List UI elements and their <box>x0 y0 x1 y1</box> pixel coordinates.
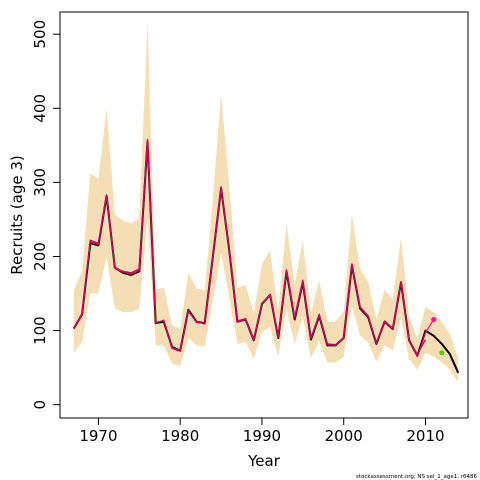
y-axis: 0 100 200 300 400 500 <box>31 20 61 410</box>
plot-frame <box>59 11 469 419</box>
x-axis-title: Year <box>247 452 281 470</box>
y-tick-label-0: 0 <box>31 400 49 410</box>
chart-caption: stockassessment.org, NS sei_1_age1, r648… <box>356 474 477 480</box>
x-tick-label-1980: 1980 <box>161 427 199 445</box>
y-tick-label-200: 200 <box>31 242 49 271</box>
series-layer <box>73 138 460 374</box>
y-tick-label-500: 500 <box>31 20 49 49</box>
forecast-point-2 <box>439 350 445 356</box>
confidence-band <box>73 23 459 383</box>
x-tick-label-2000: 2000 <box>325 427 363 445</box>
x-tick-label-1970: 1970 <box>79 427 117 445</box>
forecast-points-layer <box>431 316 445 356</box>
series-line-3 <box>73 140 427 355</box>
forecast-point-1 <box>431 316 437 323</box>
confidence-band-layer <box>73 23 459 383</box>
y-tick-label-100: 100 <box>31 316 49 345</box>
forecast-connector-pink <box>424 319 435 334</box>
x-tick-label-2010: 2010 <box>406 427 444 445</box>
x-axis: 1970 1980 1990 2000 2010 <box>79 417 445 445</box>
x-tick-label-1990: 1990 <box>243 427 281 445</box>
y-axis-title: Recruits (age 3) <box>8 155 26 275</box>
y-tick-label-400: 400 <box>31 94 49 123</box>
y-tick-label-300: 300 <box>31 168 49 197</box>
